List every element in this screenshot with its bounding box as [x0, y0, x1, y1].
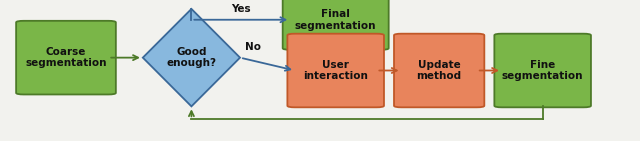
FancyBboxPatch shape [494, 34, 591, 107]
Text: Final
segmentation: Final segmentation [295, 9, 376, 31]
Text: Good
enough?: Good enough? [166, 47, 216, 68]
Text: Coarse
segmentation: Coarse segmentation [25, 47, 107, 68]
Text: No: No [245, 42, 261, 52]
FancyArrowPatch shape [380, 68, 397, 73]
FancyArrowPatch shape [111, 55, 138, 60]
FancyArrowPatch shape [479, 68, 497, 73]
Text: User
interaction: User interaction [303, 60, 368, 81]
FancyBboxPatch shape [394, 34, 484, 107]
FancyArrowPatch shape [189, 111, 194, 116]
Text: Yes: Yes [231, 4, 251, 14]
Text: Update
method: Update method [417, 60, 461, 81]
FancyBboxPatch shape [287, 34, 384, 107]
Polygon shape [143, 9, 240, 106]
FancyBboxPatch shape [16, 21, 116, 94]
Text: Fine
segmentation: Fine segmentation [502, 60, 584, 81]
FancyArrowPatch shape [194, 17, 285, 22]
FancyArrowPatch shape [243, 58, 291, 71]
FancyBboxPatch shape [283, 0, 388, 50]
